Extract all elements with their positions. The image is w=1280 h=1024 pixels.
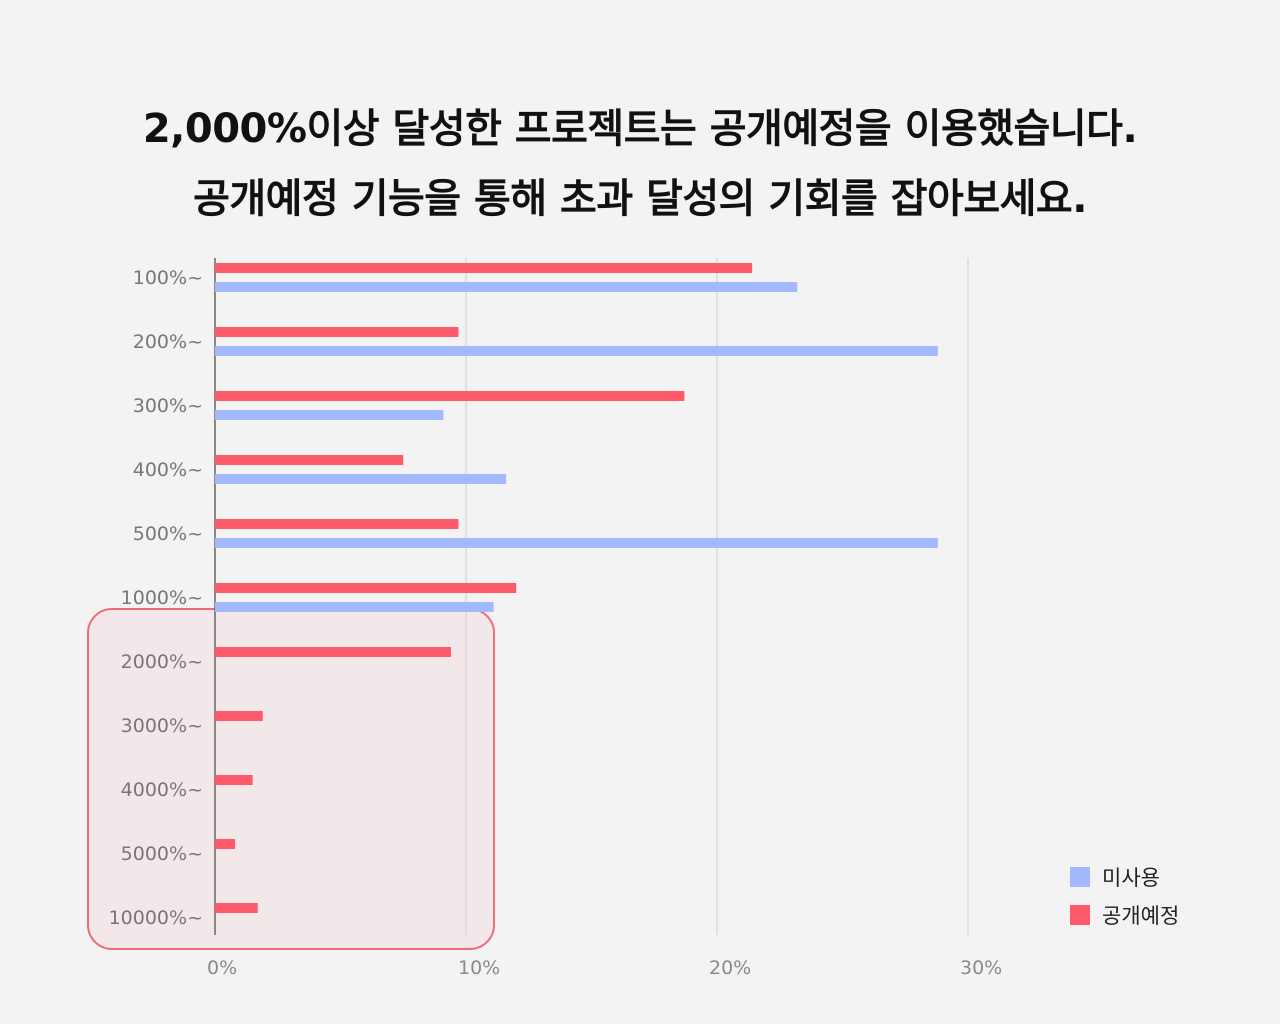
x-tick-label-0: 0% <box>207 957 237 979</box>
y-tick-label-0: 100%~ <box>133 267 203 289</box>
y-tick-label-5: 1000%~ <box>121 587 203 609</box>
legend-label-unused: 미사용 <box>1102 866 1160 890</box>
bar-unused-3 <box>215 474 507 484</box>
y-tick-label-8: 4000%~ <box>121 779 203 801</box>
legend-swatch-unused <box>1070 867 1090 887</box>
bar-scheduled-0 <box>215 263 753 273</box>
bar-scheduled-3 <box>215 455 404 465</box>
y-tick-label-7: 3000%~ <box>121 715 203 737</box>
y-tick-label-2: 300%~ <box>133 395 203 417</box>
bar-unused-0 <box>215 282 798 292</box>
bar-scheduled-2 <box>215 391 685 401</box>
y-tick-label-3: 400%~ <box>133 459 203 481</box>
legend-label-scheduled: 공개예정 <box>1102 904 1180 928</box>
bar-scheduled-4 <box>215 519 459 529</box>
bar-unused-1 <box>215 346 938 356</box>
x-tick-label-1: 10% <box>458 957 500 979</box>
bar-scheduled-5 <box>215 583 517 593</box>
bar-scheduled-6 <box>215 647 451 657</box>
legend-item-scheduled: 공개예정 <box>1070 900 1179 930</box>
y-tick-label-9: 5000%~ <box>121 843 203 865</box>
title-line-2: 공개예정 기능을 통해 초과 달성의 기회를 잡아보세요. <box>193 176 1087 222</box>
x-tick-label-2: 20% <box>709 957 751 979</box>
bar-scheduled-8 <box>215 775 253 785</box>
bar-scheduled-7 <box>215 711 263 721</box>
bar-scheduled-1 <box>215 327 459 337</box>
legend-item-unused: 미사용 <box>1070 862 1179 892</box>
legend: 미사용 공개예정 <box>1070 862 1179 938</box>
y-tick-label-1: 200%~ <box>133 331 203 353</box>
title-line-1: 2,000%이상 달성한 프로젝트는 공개예정을 이용했습니다. <box>142 106 1138 152</box>
y-tick-label-6: 2000%~ <box>121 651 203 673</box>
y-tick-label-4: 500%~ <box>133 523 203 545</box>
bar-scheduled-9 <box>215 839 236 849</box>
bar-unused-4 <box>215 538 938 548</box>
bar-scheduled-10 <box>215 903 258 913</box>
legend-swatch-scheduled <box>1070 905 1090 925</box>
bar-unused-5 <box>215 602 494 612</box>
y-tick-label-10: 10000%~ <box>109 907 203 929</box>
x-tick-label-3: 30% <box>960 957 1002 979</box>
bar-unused-2 <box>215 410 444 420</box>
